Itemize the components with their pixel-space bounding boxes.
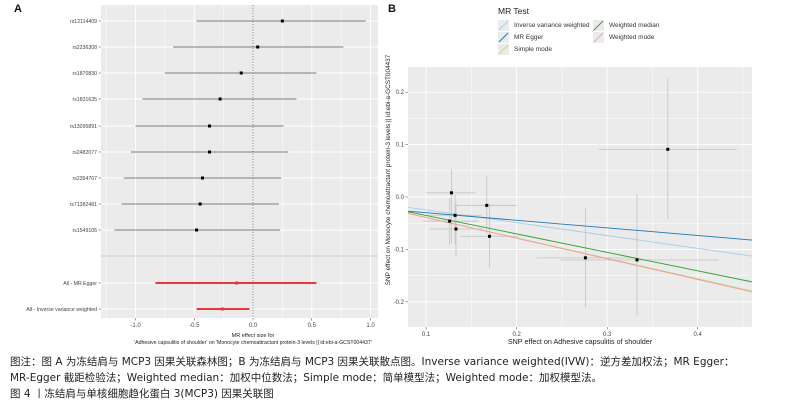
legend-label-ivw: Inverse variance weighted — [514, 22, 590, 29]
regression-line-weighted-median — [407, 211, 753, 283]
forest-row-label: rs71382481 — [70, 202, 98, 208]
scatter-x-tick-label: 0.3 — [603, 332, 612, 338]
forest-plot-background — [101, 5, 378, 318]
forest-point — [200, 176, 204, 180]
legend-label-mr-egger: MR Egger — [514, 34, 544, 41]
legend-key-mr-egger — [498, 32, 509, 43]
forest-x-tick-label: 1.0 — [366, 323, 375, 329]
scatter-ticks: 0.1 0.2 0.3 0.4 0.2 0.1 0.0 -0.1 -0.2 — [394, 90, 703, 338]
forest-row-label: rs1831635 — [72, 97, 97, 103]
regression-line-inverse-variance-weighted — [407, 206, 753, 257]
legend-label-weighted-median: Weighted median — [609, 22, 660, 29]
regression-line-mr-egger — [407, 210, 753, 241]
scatter-y-label: SNP effect on Monocyte chemoattractant p… — [385, 54, 392, 285]
legend-item-weighted-median: Weighted median — [593, 20, 659, 31]
forest-point — [220, 307, 224, 311]
regression-line-weighted-mode — [407, 213, 753, 293]
forest-row-label: rs2482077 — [72, 150, 97, 156]
legend-key-weighted-median — [593, 20, 604, 31]
scatter-legend: MR Test Inverse variance weighted MR Egg… — [498, 6, 738, 66]
scatter-y-tick-label: 0.1 — [396, 143, 405, 149]
forest-row-label: rs2236308 — [72, 45, 97, 51]
panel-b-label: B — [388, 3, 396, 15]
forest-point — [198, 202, 202, 206]
scatter-grid — [408, 67, 752, 327]
scatter-point — [449, 191, 453, 195]
forest-plot: rs12114409 rs2236308 rs1870830 rs1831635 rs1… — [26, 5, 378, 346]
scatter-y-tick-label: -0.2 — [394, 300, 405, 306]
forest-row-label: rs12114409 — [70, 19, 97, 25]
scatter-y-tick-label: 0.2 — [396, 90, 405, 96]
forest-x-tick-label: 0.5 — [308, 323, 317, 329]
legend-key-simple-mode — [498, 44, 509, 55]
scatter-plot: 0.1 0.2 0.3 0.4 0.2 0.1 0.0 -0.1 -0.2 SNP effect… — [385, 54, 753, 346]
forest-point — [195, 228, 199, 232]
forest-row-label: All - MR Egger — [63, 281, 97, 287]
forest-point — [256, 45, 260, 49]
legend-item-weighted-mode: Weighted mode — [593, 32, 654, 43]
forest-rows: rs12114409 rs2236308 rs1870830 rs1831635 rs1… — [26, 5, 366, 318]
figure-note-line2: MR-Egger 截距检验法；Weighted median：加权中位数法；Si… — [10, 372, 602, 384]
legend-key-weighted-mode — [593, 32, 604, 43]
legend-label-weighted-mode: Weighted mode — [609, 34, 655, 41]
forest-row-label: All - Inverse variance weighted — [26, 307, 97, 313]
legend-title: MR Test — [498, 6, 530, 16]
scatter-point — [485, 203, 489, 207]
forest-x-tick-label: -1.0 — [130, 323, 141, 329]
forest-x-label-line1: MR effect size for — [232, 333, 275, 339]
figure-note-line1: 图注：图 A 为冻结肩与 MCP3 因果关联森林图；B 为冻结肩与 MCP3 因… — [10, 356, 735, 368]
forest-point — [208, 150, 212, 154]
forest-x-ticks: -1.0 -0.5 0.0 0.5 1.0 — [98, 20, 375, 329]
panel-a-label: A — [14, 3, 22, 15]
scatter-point — [453, 213, 457, 217]
scatter-point — [487, 234, 491, 238]
scatter-y-tick-label: -0.1 — [394, 247, 405, 253]
forest-point — [208, 124, 212, 128]
legend-item-ivw: Inverse variance weighted — [498, 20, 590, 31]
scatter-x-tick-label: 0.1 — [422, 332, 431, 338]
legend-item-simple-mode: Simple mode — [498, 44, 552, 55]
scatter-regression-lines — [407, 206, 753, 293]
scatter-point — [454, 227, 458, 231]
forest-row-label: rs1549105 — [72, 228, 97, 234]
forest-point — [235, 281, 239, 285]
legend-item-mr-egger: MR Egger — [498, 32, 543, 43]
forest-row-label: rs2354767 — [72, 176, 97, 182]
scatter-point — [635, 258, 639, 262]
scatter-point — [666, 147, 670, 151]
forest-point — [239, 71, 243, 75]
forest-row-label: rs13095891 — [70, 124, 98, 130]
legend-label-simple-mode: Simple mode — [514, 46, 552, 53]
forest-x-tick-label: -0.5 — [189, 323, 200, 329]
scatter-point — [583, 256, 587, 260]
scatter-point — [448, 219, 452, 223]
forest-point — [280, 19, 284, 23]
scatter-x-tick-label: 0.2 — [512, 332, 521, 338]
scatter-x-tick-label: 0.4 — [694, 332, 703, 338]
figure-title: 图 4 丨冻结肩与单核细胞趋化蛋白 3(MCP3) 因果关联图 — [10, 388, 274, 400]
forest-x-label-line2: 'Adhesive capsulitis of shoulder' on 'Mo… — [134, 340, 372, 346]
legend-key-ivw — [498, 20, 509, 31]
scatter-y-tick-label: 0.0 — [396, 195, 405, 201]
scatter-x-label: SNP effect on Adhesive capsulitis of sho… — [508, 337, 653, 346]
forest-x-tick-label: 0.0 — [249, 323, 258, 329]
scatter-points — [448, 147, 670, 262]
forest-row-label: rs1870830 — [72, 71, 97, 77]
forest-point — [218, 97, 222, 101]
